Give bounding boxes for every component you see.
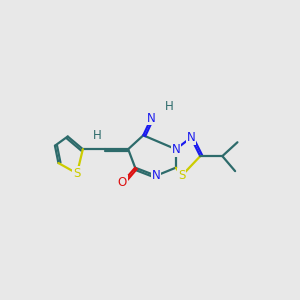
Text: N: N bbox=[147, 112, 156, 124]
Text: N: N bbox=[187, 131, 195, 144]
Text: H: H bbox=[164, 100, 173, 113]
Text: H: H bbox=[92, 129, 101, 142]
Text: O: O bbox=[118, 176, 127, 189]
Text: S: S bbox=[73, 167, 81, 180]
Text: N: N bbox=[172, 143, 180, 156]
Text: S: S bbox=[178, 169, 185, 182]
Text: N: N bbox=[152, 169, 161, 182]
